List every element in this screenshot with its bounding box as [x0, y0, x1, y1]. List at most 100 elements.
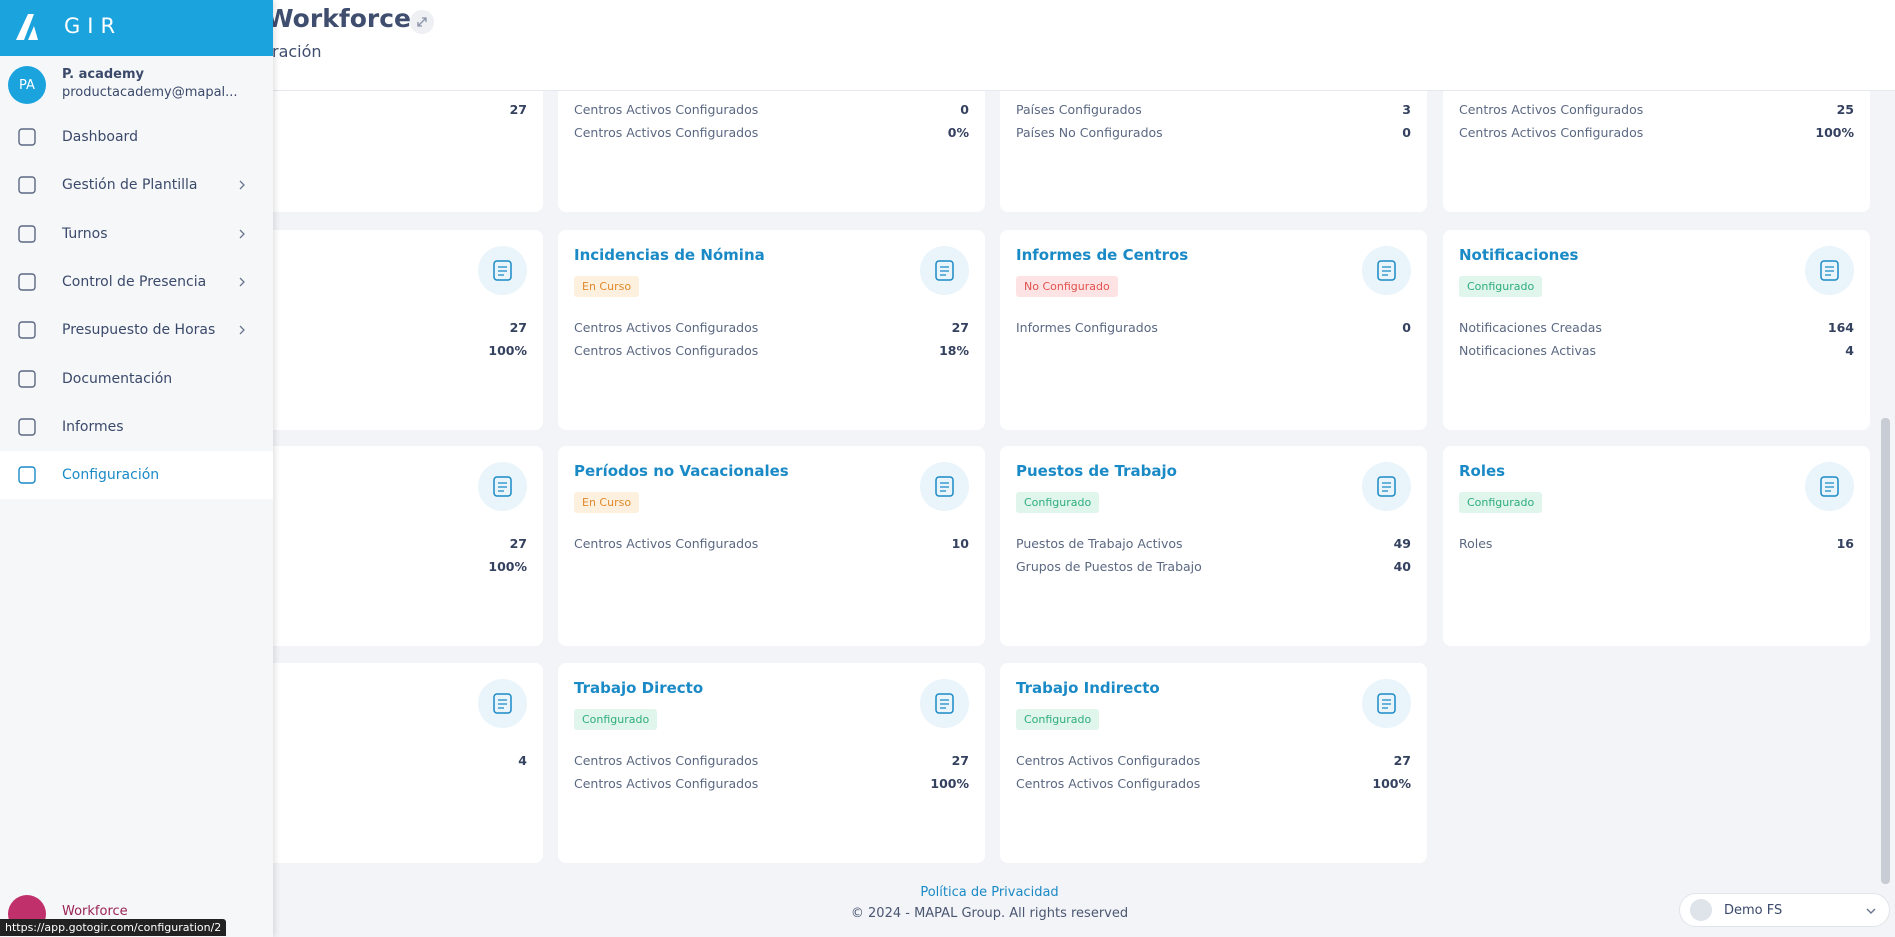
nav-icon [18, 176, 36, 194]
stat-value: 4 [1845, 343, 1854, 358]
config-card[interactable]: Períodos no Vacacionales En Curso Centros … [558, 446, 985, 646]
nav-item[interactable]: Informes [0, 403, 273, 451]
submenu-chevron [239, 229, 245, 239]
config-card[interactable]: Trabajo Indirecto Configurado Centros Acti… [1000, 663, 1427, 863]
status-badge: Configurado [1459, 276, 1543, 297]
submenu-chevron [239, 325, 245, 335]
card-title: Trabajo Directo [574, 679, 704, 697]
nav-label: Dashboard [62, 129, 138, 145]
stat-row: Centros Activos Configurados 100% [1459, 125, 1854, 140]
company-select[interactable]: Demo FS [1679, 893, 1890, 927]
nav-item[interactable]: Control de Presencia [0, 258, 273, 306]
stat-label: Centros Activos Configurados [574, 102, 759, 117]
stat-row: Notificaciones Creadas 164 [1459, 320, 1854, 335]
stat-value: 100% [1372, 776, 1411, 791]
page-title: Workforce [266, 4, 411, 33]
nav-icon [18, 369, 36, 388]
expand-button[interactable] [410, 10, 434, 34]
config-card[interactable]: Informes de Centros No Configurado Informe… [1000, 230, 1427, 430]
stat-row: Centros Activos Configurados 10 [574, 536, 969, 551]
card-title: Incidencias de Nómina [574, 246, 765, 264]
nav-icon [18, 273, 36, 291]
status-badge: En Curso [574, 276, 640, 297]
status-badge: Configurado [574, 709, 658, 730]
stat-row: Grupos de Puestos de Trabajo 40 [1016, 559, 1411, 574]
card-icon [920, 462, 969, 511]
stat-label: Centros Activos Configurados [574, 753, 759, 768]
stat-value: 3 [1402, 102, 1411, 117]
nav-icon [18, 466, 36, 484]
stat-row: Centros Activos Configurados 27 [574, 320, 969, 335]
nav-label: Control de Presencia [62, 273, 207, 290]
stat-value: 27 [951, 320, 969, 335]
config-card[interactable]: Puestos de Trabajo Configurado Puestos de … [1000, 446, 1427, 646]
icon-glyph [935, 476, 954, 497]
card-icon [1805, 246, 1854, 295]
stat-row: Países Configurados 3 [1016, 102, 1411, 117]
stat-label: Centros Activos Configurados [1459, 102, 1644, 117]
app-name[interactable]: Workforce [62, 904, 128, 919]
scrollbar[interactable] [1881, 418, 1890, 884]
stat-label: Centros Activos Configurados [1016, 753, 1201, 768]
card-icon [1805, 462, 1854, 511]
stat-value: 27 [1393, 753, 1411, 768]
stat-value: 4 [518, 753, 527, 768]
stat-value: 27 [509, 320, 527, 335]
stat-value: 16 [1836, 536, 1854, 551]
nav-label: Configuración [62, 467, 160, 484]
stat-row: Roles 16 [1459, 536, 1854, 551]
nav-item[interactable]: Gestión de Plantilla [0, 161, 273, 209]
stat-label: Centros Activos Configurados [574, 536, 759, 551]
nav-item[interactable]: Dashboard [0, 113, 273, 161]
nav-item[interactable]: Configuración [0, 451, 273, 500]
status-badge: Configurado [1016, 709, 1100, 730]
card-title: Roles [1459, 462, 1506, 480]
stat-value: 100% [930, 776, 969, 791]
footer: Política de Privacidad © 2024 - MAPAL Gr… [0, 885, 1895, 921]
copyright: © 2024 - MAPAL Group. All rights reserve… [850, 906, 1129, 921]
stat-value: 100% [488, 343, 527, 358]
privacy-link[interactable]: Política de Privacidad [920, 885, 1059, 900]
stat-value: 27 [509, 102, 527, 117]
nav-label: Gestión de Plantilla [62, 177, 198, 194]
icon-glyph [493, 476, 512, 497]
card-icon [1362, 462, 1411, 511]
stat-value: 100% [488, 559, 527, 574]
card-icon [920, 246, 969, 295]
config-card[interactable]: Roles Configurado Roles 16 [1443, 446, 1870, 646]
submenu-chevron [239, 277, 245, 287]
stat-row: Países No Configurados 0 [1016, 125, 1411, 140]
stat-label: Centros Activos Configurados [1459, 125, 1644, 140]
user-email: productacademy@mapal... [62, 85, 238, 100]
stat-label: Centros Activos Configurados [1016, 776, 1201, 791]
config-card[interactable]: Incidencias de Nómina En Curso Centros Act… [558, 230, 985, 430]
card-icon [1362, 246, 1411, 295]
stat-label: Centros Activos Configurados [574, 320, 759, 335]
stat-row: Centros Activos Configurados 27 [1016, 753, 1411, 768]
dropdown-arrow [1866, 908, 1876, 914]
stat-row: Centros Activos Configurados 0% [574, 125, 969, 140]
nav-item[interactable]: Documentación [0, 355, 273, 403]
config-card[interactable]: Trabajo Directo Configurado Centros Activo… [558, 663, 985, 863]
company-name: Demo FS [1724, 902, 1783, 918]
stat-row: Puestos de Trabajo Activos 49 [1016, 536, 1411, 551]
stat-row: Centros Activos Configurados 18% [574, 343, 969, 358]
stat-label: Notificaciones Activas [1459, 343, 1597, 358]
stat-value: 27 [951, 753, 969, 768]
status-badge: No Configurado [1016, 276, 1118, 297]
stat-label: Informes Configurados [1016, 320, 1158, 335]
nav-label: Documentación [62, 370, 173, 387]
nav-item[interactable]: Turnos [0, 210, 273, 258]
expand-icon [417, 17, 427, 27]
card-icon [478, 462, 527, 511]
config-card[interactable]: Notificaciones Configurado Notificaciones … [1443, 230, 1870, 430]
sidebar: GIR PA P. academy productacademy@mapal..… [0, 0, 273, 937]
stat-label: Países No Configurados [1016, 125, 1163, 140]
nav-icon [18, 418, 36, 436]
stat-value: 100% [1815, 125, 1854, 140]
nav-item[interactable]: Presupuesto de Horas [0, 306, 273, 354]
stat-row: Centros Activos Configurados 0 [574, 102, 969, 117]
icon-glyph [1820, 476, 1839, 497]
nav-label: Turnos [62, 225, 108, 242]
